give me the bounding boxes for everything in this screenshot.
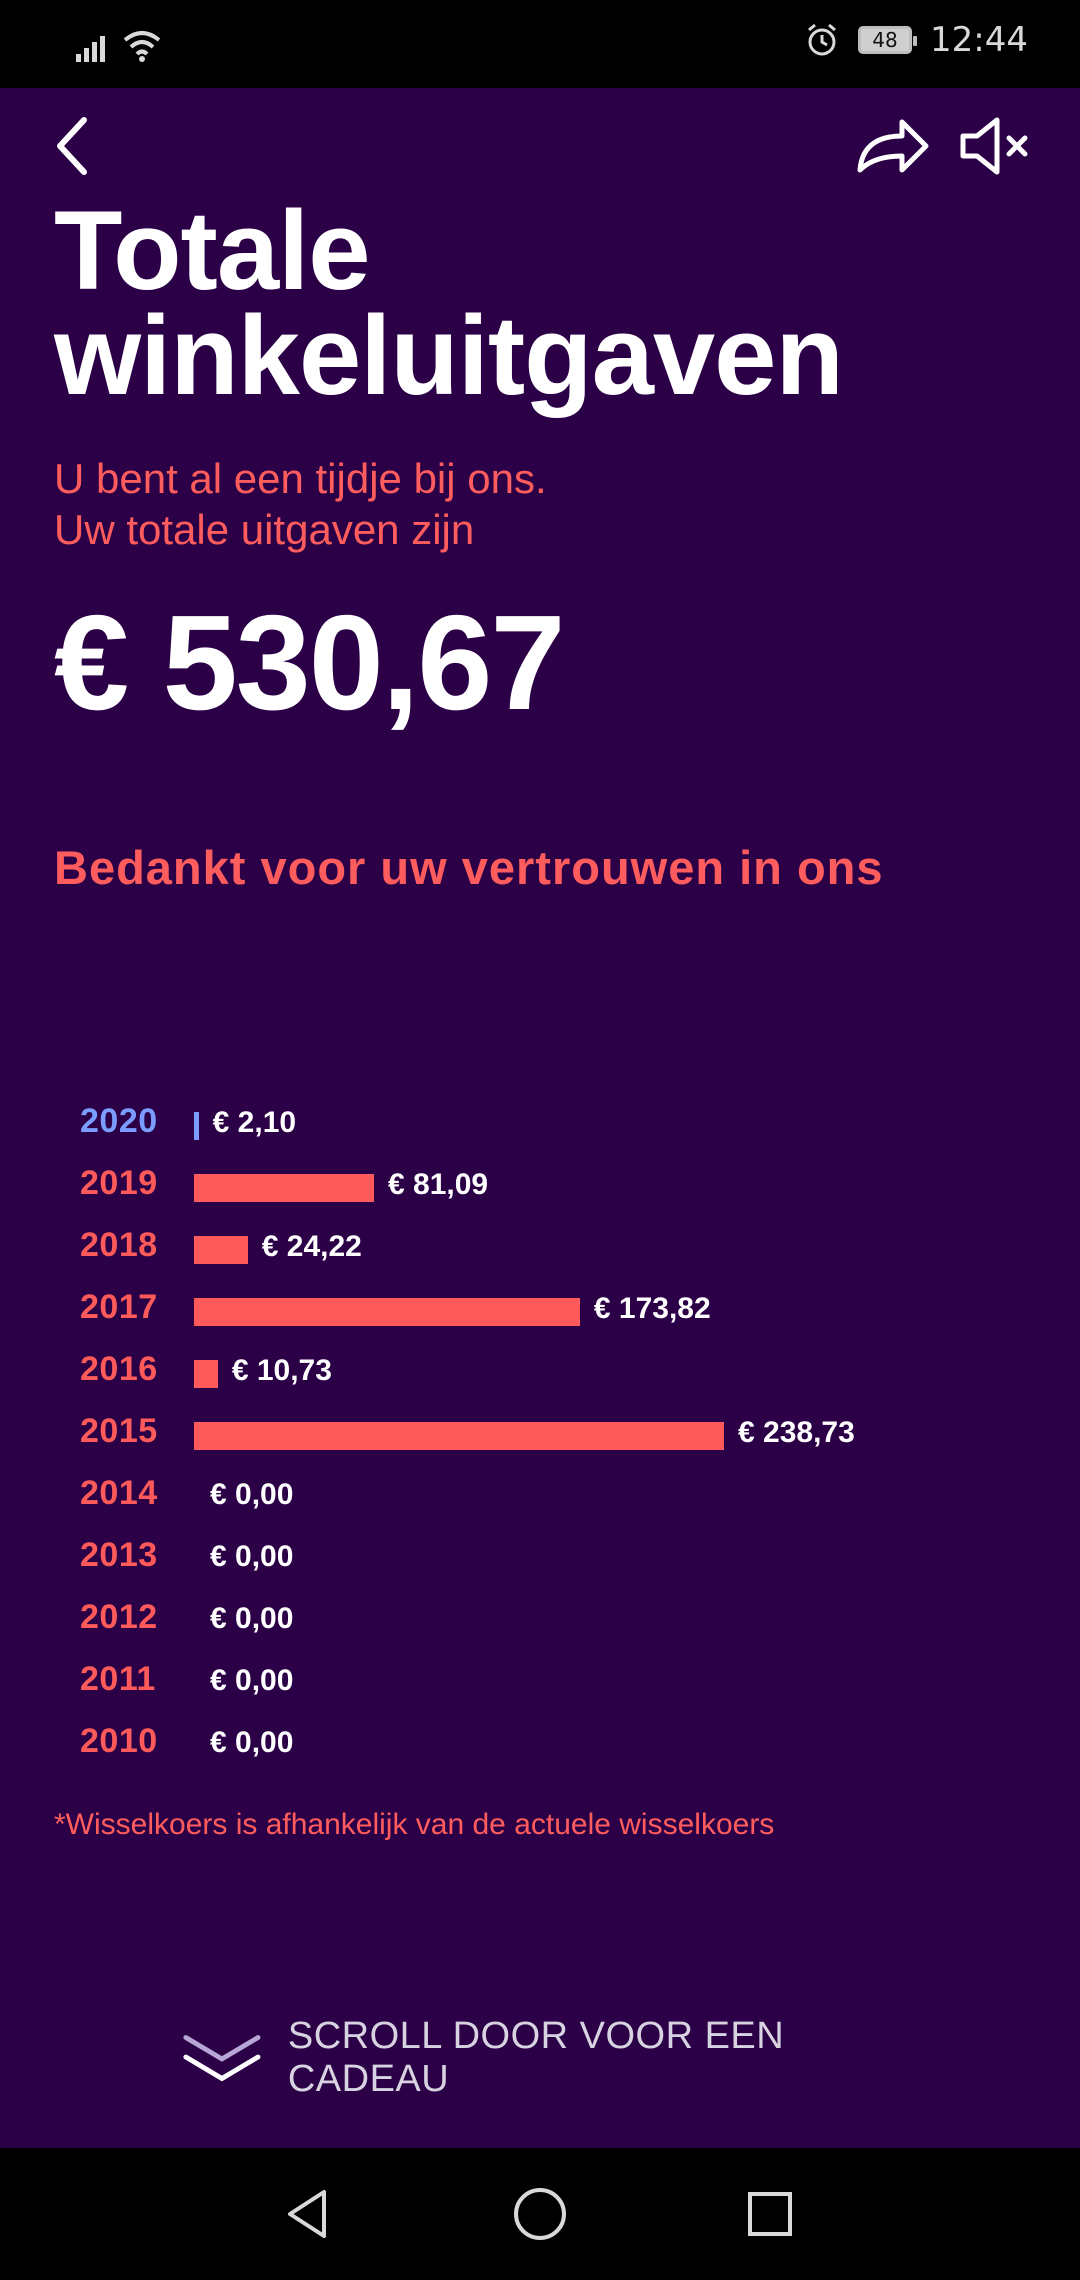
- system-navigation-bar: [0, 2148, 1080, 2280]
- chart-value-label: € 2,10: [212, 1106, 297, 1139]
- total-spending: € 530,67: [54, 587, 565, 738]
- chart-row: 2019 € 81,09: [0, 1154, 1080, 1216]
- chart-row: 2010 € 0,00: [0, 1712, 1080, 1774]
- chart-bar: [194, 1360, 218, 1388]
- chart-row: 2018 € 24,22: [0, 1216, 1080, 1278]
- chart-value-label: € 0,00: [210, 1602, 294, 1635]
- exchange-rate-note: *Wisselkoers is afhankelijk van de actue…: [54, 1808, 775, 1841]
- back-triangle-icon[interactable]: [276, 2182, 340, 2246]
- clock: 12:44: [930, 20, 1028, 60]
- chart-year-label: 2012: [80, 1598, 158, 1636]
- status-bar: 48 12:44: [0, 0, 1080, 88]
- chart-year-label: 2016: [80, 1350, 158, 1388]
- chart-value-label: € 173,82: [593, 1292, 711, 1325]
- home-circle-icon[interactable]: [508, 2182, 572, 2246]
- back-icon: [57, 117, 87, 175]
- share-button[interactable]: [850, 108, 932, 184]
- chart-row: 2017 € 173,82: [0, 1278, 1080, 1340]
- share-icon: [857, 119, 929, 173]
- chart-value-label: € 10,73: [231, 1354, 332, 1387]
- scroll-cta-label: SCROLL DOOR VOOR EEN CADEAU: [287, 2015, 785, 2100]
- chart-bar: [194, 1112, 199, 1140]
- recents-square-icon[interactable]: [738, 2182, 802, 2246]
- chart-row: 2011 € 0,00: [0, 1650, 1080, 1712]
- chart-year-label: 2015: [80, 1412, 158, 1450]
- mute-button[interactable]: [954, 108, 1034, 184]
- chart-row: 2016 € 10,73: [0, 1340, 1080, 1402]
- chart-value-label: € 0,00: [210, 1726, 294, 1759]
- spending-overview-screen: Totale winkeluitgaven U bent al een tijd…: [0, 88, 1080, 2148]
- subtitle: U bent al een tijdje bij ons. Uw totale …: [54, 453, 954, 555]
- chart-row: 2013 € 0,00: [0, 1526, 1080, 1588]
- chart-year-label: 2010: [80, 1722, 158, 1760]
- chart-value-label: € 0,00: [210, 1478, 294, 1511]
- scroll-for-gift-button[interactable]: SCROLL DOOR VOOR EEN CADEAU: [180, 2015, 940, 2100]
- battery-icon: 48: [858, 26, 918, 54]
- chart-year-label: 2018: [80, 1226, 158, 1264]
- chart-row: 2014 € 0,00: [0, 1464, 1080, 1526]
- chart-year-label: 2011: [80, 1660, 156, 1698]
- yearly-spending-chart: 2020 € 2,10 2019 € 81,09 2018 € 24,22 2017 € 17…: [0, 1092, 1080, 1792]
- signal-icon: [76, 36, 105, 62]
- chart-row: 2012 € 0,00: [0, 1588, 1080, 1650]
- chart-value-label: € 0,00: [210, 1664, 294, 1697]
- chart-value-label: € 0,00: [210, 1540, 294, 1573]
- mute-icon: [960, 117, 1028, 175]
- battery-level: 48: [872, 28, 898, 52]
- chart-year-label: 2019: [80, 1164, 158, 1202]
- chart-bar: [194, 1236, 248, 1264]
- chart-value-label: € 81,09: [388, 1168, 489, 1201]
- chevron-down-icon: [183, 2035, 261, 2082]
- alarm-icon: [808, 23, 836, 56]
- chart-year-label: 2013: [80, 1536, 158, 1574]
- top-actions: [0, 88, 1080, 208]
- chart-value-label: € 238,73: [738, 1416, 855, 1449]
- chart-bar: [194, 1422, 724, 1450]
- chart-year-label: 2017: [80, 1288, 158, 1326]
- thank-you-message: Bedankt voor uw vertrouwen in ons: [54, 841, 884, 894]
- page-title: Totale winkeluitgaven: [54, 188, 844, 418]
- wifi-icon: [123, 31, 161, 62]
- chart-year-label: 2020: [80, 1102, 158, 1140]
- subtitle-line-1: U bent al een tijdje bij ons.: [54, 455, 547, 502]
- chart-row: 2020 € 2,10: [0, 1092, 1080, 1154]
- back-button[interactable]: [42, 106, 102, 186]
- chart-bar: [194, 1298, 580, 1326]
- chart-value-label: € 24,22: [261, 1230, 362, 1263]
- chart-year-label: 2014: [80, 1474, 158, 1512]
- subtitle-line-2: Uw totale uitgaven zijn: [54, 506, 475, 553]
- chart-bar: [194, 1174, 375, 1202]
- chart-row: 2015 € 238,73: [0, 1402, 1080, 1464]
